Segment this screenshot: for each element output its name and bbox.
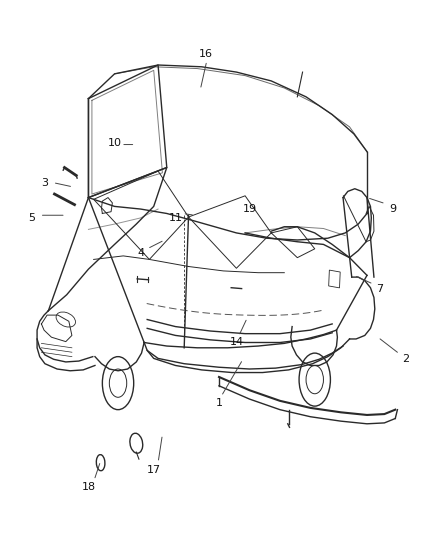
Bar — [328, 270, 340, 288]
Text: 19: 19 — [242, 204, 257, 214]
Text: 16: 16 — [199, 50, 213, 59]
Text: 18: 18 — [81, 482, 95, 492]
Text: 5: 5 — [28, 213, 35, 223]
Text: 7: 7 — [377, 284, 384, 294]
Text: 4: 4 — [137, 248, 144, 259]
Text: 1: 1 — [215, 399, 223, 408]
Text: 9: 9 — [389, 204, 397, 214]
Text: 3: 3 — [42, 177, 49, 188]
Text: 10: 10 — [108, 138, 122, 148]
Text: 17: 17 — [147, 465, 161, 475]
Text: 14: 14 — [230, 337, 244, 346]
Text: 2: 2 — [403, 354, 410, 364]
Text: 11: 11 — [169, 213, 183, 223]
